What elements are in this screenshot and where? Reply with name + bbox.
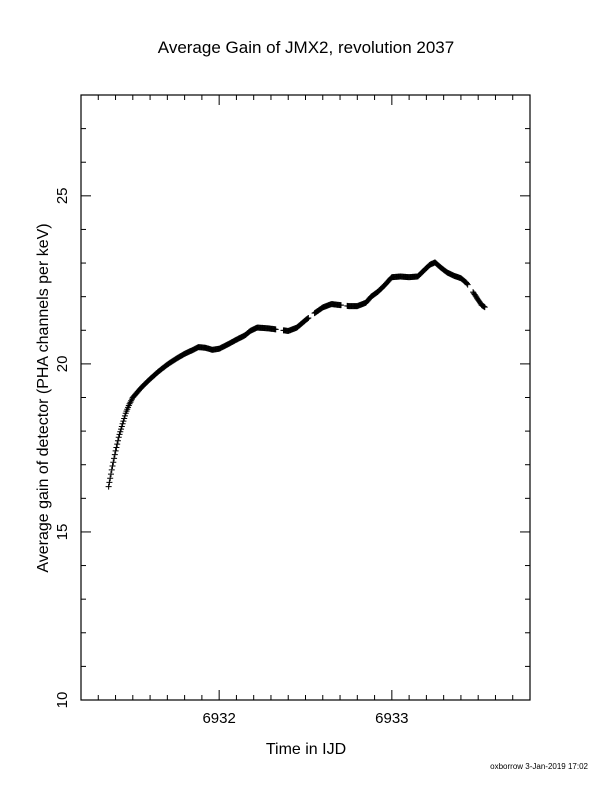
data-point	[116, 431, 123, 438]
data-point	[337, 302, 344, 309]
data-point	[120, 418, 127, 425]
data-point	[108, 466, 115, 473]
x-tick-label: 6933	[375, 710, 408, 727]
data-point	[480, 303, 487, 310]
plot-frame	[80, 94, 531, 701]
data-point	[481, 304, 488, 311]
data-point	[272, 326, 279, 333]
y-tick-label: 15	[54, 524, 71, 541]
data-point	[121, 415, 128, 422]
data-point	[114, 441, 121, 448]
chart-title: Average Gain of JMX2, revolution 2037	[158, 38, 454, 57]
data-point	[118, 426, 125, 433]
data-point	[112, 447, 119, 454]
data-point	[114, 437, 121, 444]
data-point	[115, 434, 122, 441]
data-point	[117, 428, 124, 435]
data-points	[105, 259, 488, 490]
data-point	[107, 471, 114, 478]
axis-tick-labels: 6932 6933 10 15 20 25	[54, 187, 409, 727]
data-point	[119, 420, 126, 427]
y-axis-label: Average gain of detector (PHA channels p…	[35, 223, 52, 572]
footer-stamp: oxborrow 3-Jan-2019 17:02	[490, 762, 588, 771]
y-tick-label: 10	[54, 692, 71, 709]
data-point	[118, 423, 125, 430]
data-point	[463, 280, 470, 287]
x-axis-label: Time in IJD	[266, 741, 346, 758]
data-point	[111, 455, 118, 462]
data-point	[105, 483, 112, 490]
x-tick-label: 6932	[202, 710, 235, 727]
data-point	[464, 281, 471, 288]
data-point	[107, 475, 114, 482]
data-point	[305, 314, 312, 321]
data-point	[111, 451, 118, 458]
axis-ticks	[80, 94, 531, 701]
data-point	[113, 444, 120, 451]
data-point	[110, 459, 117, 466]
data-point	[121, 412, 128, 419]
y-tick-label: 25	[54, 187, 71, 204]
data-point	[304, 315, 311, 322]
y-tick-label: 20	[54, 356, 71, 373]
data-point	[109, 462, 116, 469]
data-point	[106, 479, 113, 486]
